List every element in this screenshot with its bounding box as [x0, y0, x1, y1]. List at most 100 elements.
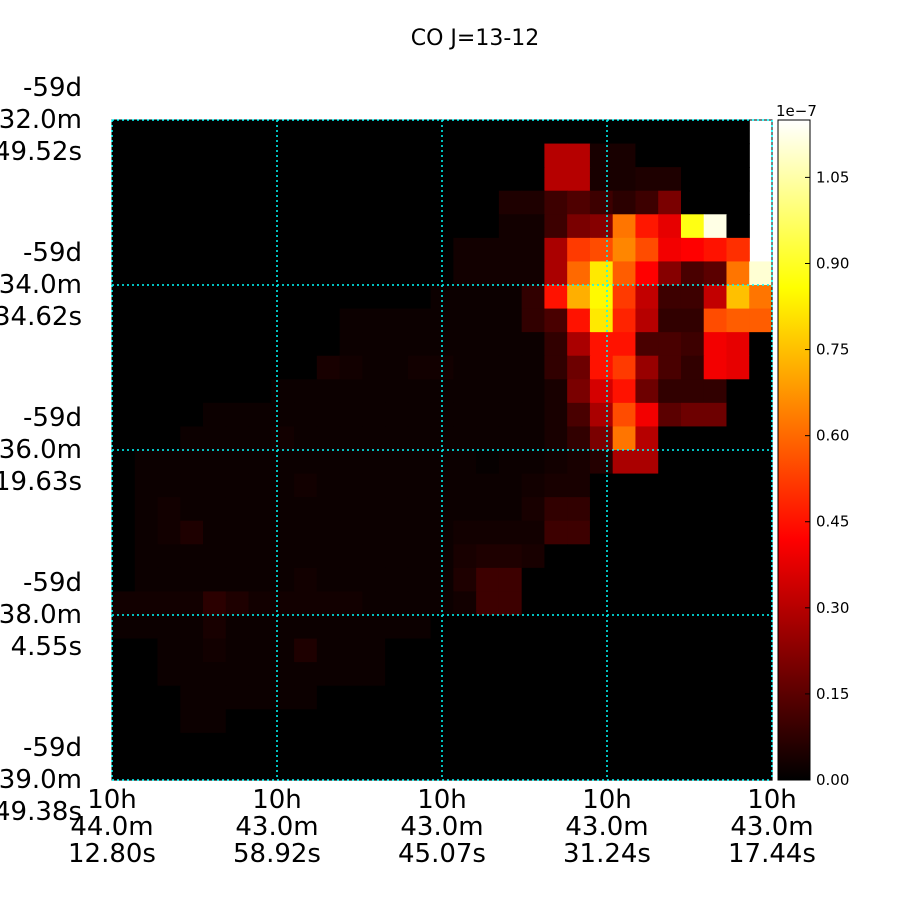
heatmap-cell	[567, 237, 591, 263]
heatmap-cell	[248, 756, 272, 781]
heatmap-cell	[339, 308, 363, 333]
heatmap-cell	[180, 497, 204, 522]
heatmap-cell	[680, 308, 705, 333]
heatmap-cell	[453, 473, 477, 498]
heatmap-cell	[658, 308, 682, 333]
heatmap-cell	[726, 237, 750, 263]
heatmap-cell	[453, 450, 477, 475]
heatmap-cell	[589, 497, 614, 522]
heatmap-cell	[635, 497, 659, 522]
heatmap-cell	[339, 285, 363, 310]
heatmap-cell	[134, 120, 159, 145]
heatmap-cell	[271, 167, 295, 192]
heatmap-cell	[521, 709, 546, 734]
heatmap-cell	[225, 402, 250, 428]
heatmap-cell	[112, 379, 136, 404]
heatmap-cell	[271, 615, 295, 640]
heatmap-cell	[203, 756, 227, 781]
heatmap-cell	[476, 709, 500, 734]
heatmap-cell	[157, 261, 181, 286]
heatmap-cell	[567, 308, 591, 333]
heatmap-cell	[157, 355, 181, 380]
heatmap-cell	[658, 261, 682, 286]
heatmap-cell	[362, 615, 386, 640]
heatmap-cell	[635, 709, 659, 734]
heatmap-cell	[544, 709, 568, 734]
heatmap-cell	[248, 450, 272, 475]
heatmap-cell	[726, 520, 750, 545]
heatmap-cell	[612, 261, 637, 286]
heatmap-cell	[180, 426, 204, 451]
heatmap-cell	[749, 756, 773, 781]
heatmap-cell	[203, 402, 227, 428]
heatmap-cell	[726, 190, 750, 215]
heatmap-cell	[521, 544, 546, 569]
heatmap-cell	[498, 355, 523, 380]
heatmap-cell	[134, 355, 159, 380]
heatmap-cell	[749, 450, 773, 475]
heatmap-cell	[453, 497, 477, 522]
heatmap-cell	[294, 402, 318, 428]
heatmap-cell	[612, 426, 637, 451]
y-axis-ticks: -59d32.0m49.52s-59d34.0m34.62s-59d36.0m1…	[0, 73, 82, 827]
heatmap-cell	[658, 214, 682, 239]
heatmap-cell	[430, 261, 454, 286]
heatmap-cell	[453, 167, 477, 192]
heatmap-cell	[544, 497, 568, 522]
heatmap-cell	[316, 709, 341, 734]
heatmap-cell	[362, 308, 386, 333]
heatmap-cell	[453, 379, 477, 404]
heatmap-cell	[316, 332, 341, 357]
heatmap-cell	[134, 638, 159, 663]
heatmap-cell	[726, 567, 750, 593]
heatmap-cell	[498, 756, 523, 781]
heatmap-cell	[407, 685, 432, 710]
heatmap-cell	[726, 591, 750, 616]
heatmap-cell	[112, 450, 136, 475]
heatmap-cell	[658, 591, 682, 616]
heatmap-cell	[294, 332, 318, 357]
heatmap-cell	[567, 332, 591, 357]
heatmap-cell	[203, 662, 227, 687]
heatmap-cell	[203, 450, 227, 475]
heatmap-cell	[157, 685, 181, 710]
heatmap-cell	[316, 567, 341, 593]
heatmap-cell	[589, 379, 614, 404]
heatmap-cell	[658, 402, 682, 428]
heatmap-cell	[112, 732, 136, 758]
heatmap-cell	[703, 685, 728, 710]
heatmap-cell	[521, 497, 546, 522]
heatmap-cell	[203, 120, 227, 145]
heatmap-cell	[225, 332, 250, 357]
heatmap-cell	[385, 285, 409, 310]
heatmap-cell	[180, 355, 204, 380]
heatmap-cell	[316, 308, 341, 333]
heatmap-cell	[544, 473, 568, 498]
heatmap-cell	[339, 426, 363, 451]
y-tick-label: -59d	[23, 568, 82, 598]
heatmap-cell	[385, 261, 409, 286]
heatmap-cell	[726, 402, 750, 428]
y-tick-label: -59d	[23, 238, 82, 268]
heatmap-cell	[385, 662, 409, 687]
heatmap-cell	[294, 567, 318, 593]
heatmap-cell	[294, 685, 318, 710]
heatmap-cell	[407, 615, 432, 640]
heatmap-cell	[203, 355, 227, 380]
heatmap-cell	[453, 520, 477, 545]
heatmap-cell	[658, 355, 682, 380]
heatmap-cell	[612, 143, 637, 168]
heatmap-cell	[476, 143, 500, 168]
heatmap-cell	[749, 638, 773, 663]
heatmap-cell	[203, 473, 227, 498]
heatmap-cell	[703, 308, 728, 333]
heatmap-cell	[339, 473, 363, 498]
heatmap-cell	[294, 450, 318, 475]
heatmap-cell	[589, 756, 614, 781]
heatmap-cell	[680, 214, 705, 239]
heatmap-cell	[430, 497, 454, 522]
heatmap-cell	[112, 261, 136, 286]
heatmap-cell	[225, 379, 250, 404]
heatmap-cell	[589, 685, 614, 710]
heatmap-cell	[726, 426, 750, 451]
